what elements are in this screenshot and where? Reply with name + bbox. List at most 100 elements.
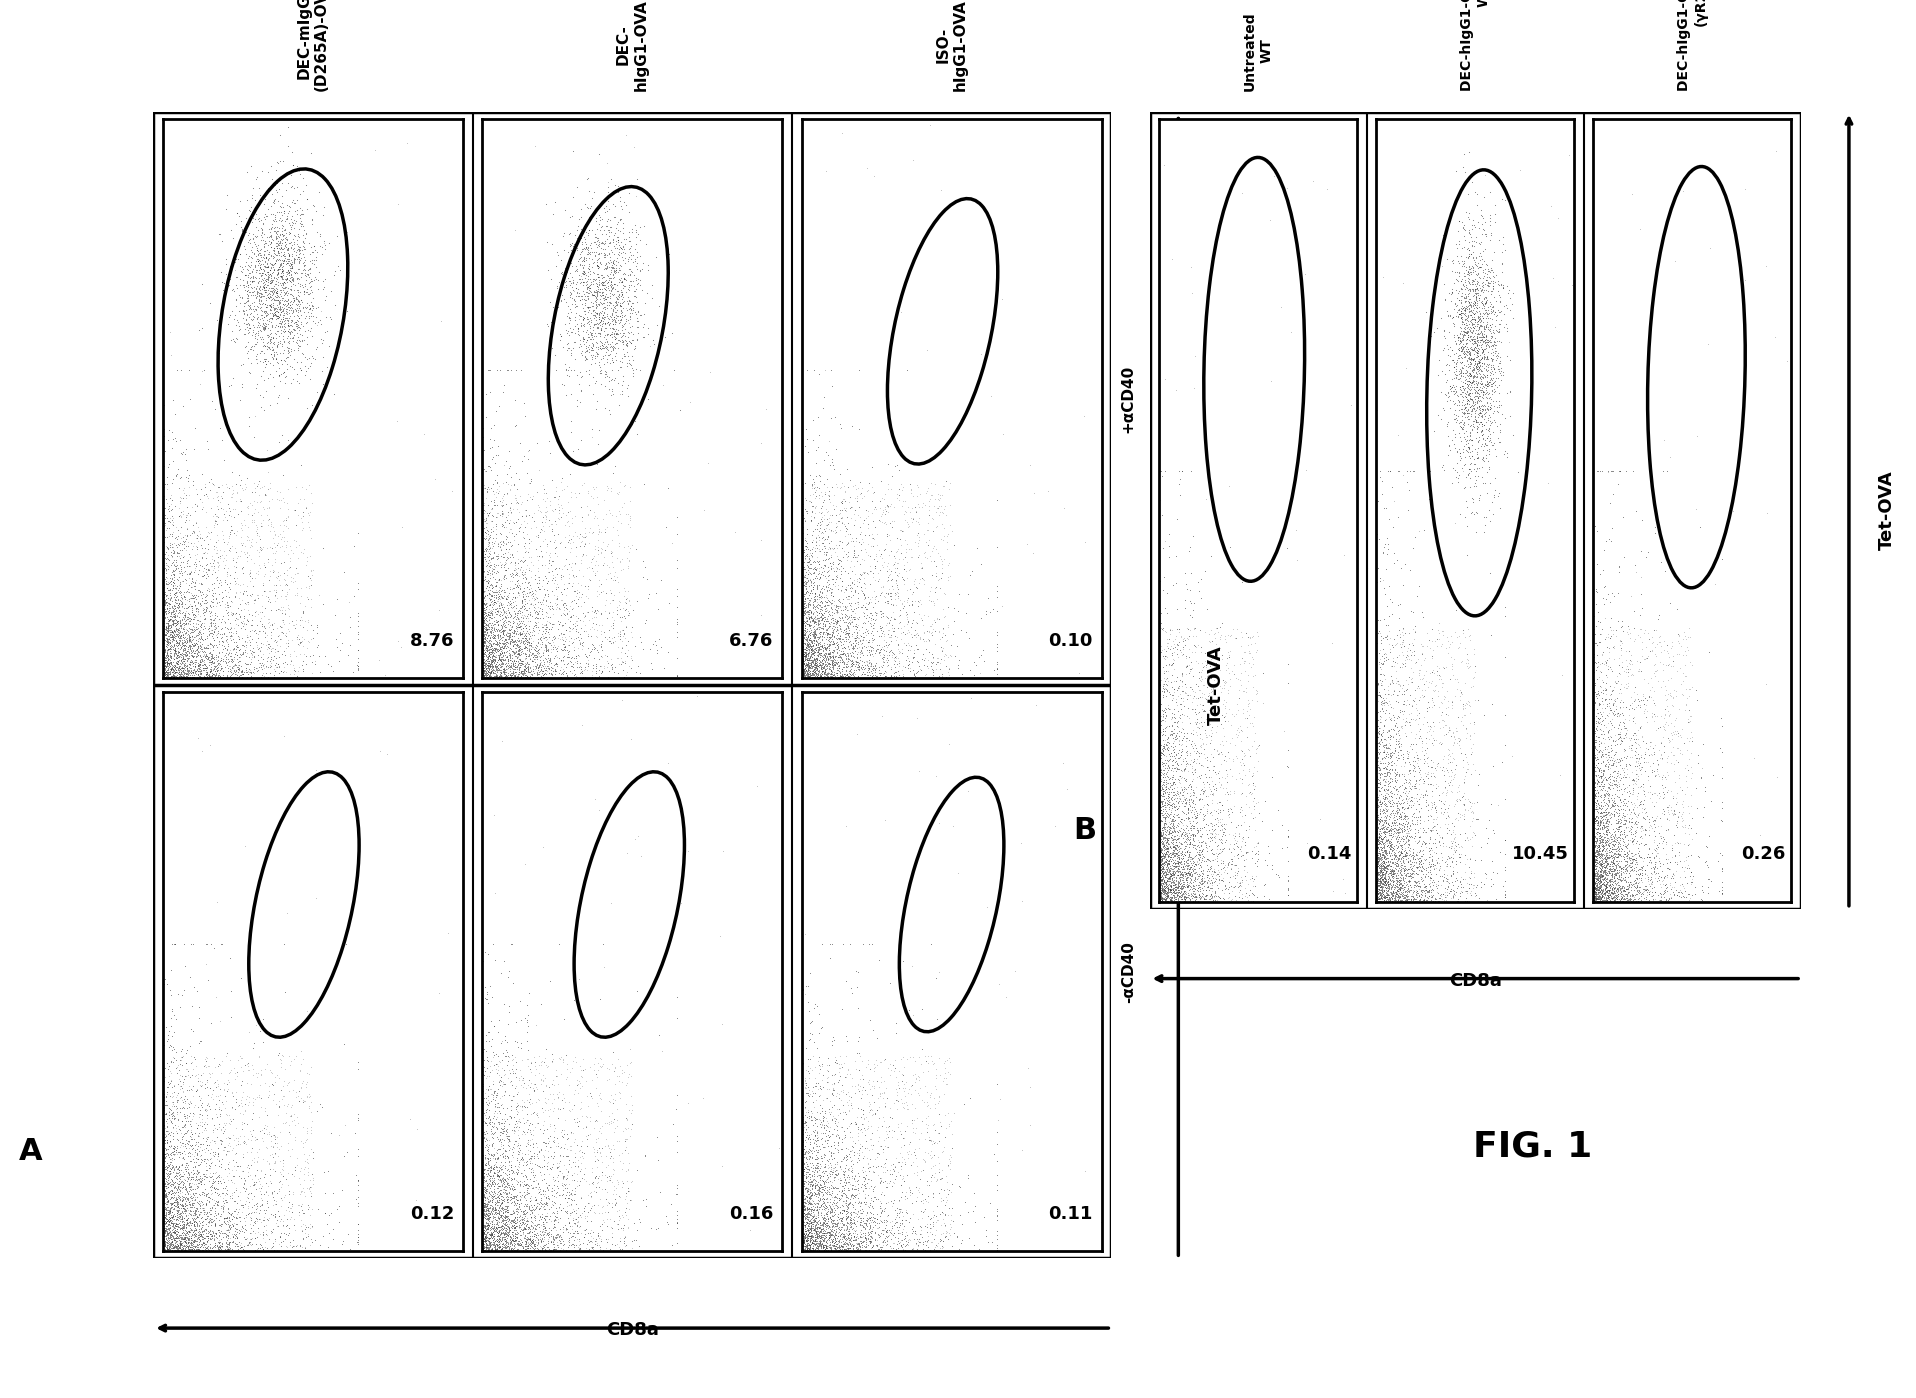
Point xyxy=(832,1117,862,1139)
Point xyxy=(475,635,506,657)
Point xyxy=(577,1156,607,1179)
Point xyxy=(149,667,180,689)
Point xyxy=(479,1215,510,1237)
Point xyxy=(171,1226,201,1248)
Point xyxy=(1144,763,1175,786)
Point xyxy=(789,665,820,688)
Point xyxy=(1481,319,1512,341)
Point xyxy=(475,1225,506,1247)
Point xyxy=(176,1239,207,1261)
Point xyxy=(1479,330,1510,352)
Point xyxy=(1462,345,1493,368)
Point xyxy=(529,1208,559,1230)
Point xyxy=(1360,863,1391,885)
Point xyxy=(556,605,586,628)
Point xyxy=(556,1184,586,1206)
Point xyxy=(809,644,839,667)
Point xyxy=(1460,426,1491,449)
Point xyxy=(149,604,180,626)
Point xyxy=(163,661,194,684)
Point xyxy=(1602,774,1632,797)
Point xyxy=(818,1156,849,1179)
Point xyxy=(513,584,544,607)
Point xyxy=(1380,882,1410,905)
Point xyxy=(180,650,211,672)
Point xyxy=(151,636,182,658)
Point xyxy=(1600,670,1631,692)
Point xyxy=(1458,348,1489,370)
Point xyxy=(1600,850,1631,872)
Point xyxy=(1466,358,1496,380)
Point xyxy=(1657,867,1688,889)
Point xyxy=(226,517,257,540)
Point xyxy=(1163,685,1194,707)
Point xyxy=(469,584,500,607)
Point xyxy=(151,1237,182,1260)
Point xyxy=(1579,808,1609,830)
Point xyxy=(1161,846,1192,868)
Point xyxy=(843,1187,874,1209)
Point xyxy=(157,535,188,558)
Point xyxy=(498,1137,529,1159)
Point xyxy=(1460,281,1491,303)
Point xyxy=(1397,844,1427,867)
Point xyxy=(510,505,540,527)
Point xyxy=(469,1226,500,1248)
Point xyxy=(471,1197,502,1219)
Point xyxy=(159,565,190,587)
Point xyxy=(489,632,519,654)
Point xyxy=(502,642,533,664)
Point xyxy=(592,607,623,629)
Point xyxy=(924,1089,954,1111)
Point xyxy=(155,1220,186,1243)
Point xyxy=(895,1083,925,1106)
Point xyxy=(1366,849,1397,871)
Point xyxy=(1368,693,1399,716)
Point xyxy=(901,1071,931,1093)
Point xyxy=(477,651,508,674)
Point xyxy=(1585,836,1615,858)
Point xyxy=(812,643,843,665)
Point xyxy=(1167,717,1198,740)
Point xyxy=(1627,797,1657,819)
Point xyxy=(284,299,314,322)
Point xyxy=(297,208,328,231)
Point xyxy=(220,473,251,495)
Point xyxy=(803,1176,833,1198)
Point xyxy=(1144,814,1175,836)
Point xyxy=(954,658,985,681)
Point xyxy=(257,270,287,292)
Point xyxy=(1391,471,1422,493)
Point xyxy=(167,1170,197,1192)
Point xyxy=(241,373,272,396)
Point xyxy=(874,610,904,632)
Point xyxy=(1372,674,1403,696)
Point xyxy=(1144,826,1175,849)
Point xyxy=(268,305,299,327)
Point xyxy=(1370,816,1401,839)
Point xyxy=(795,663,826,685)
Point xyxy=(492,1240,523,1262)
Point xyxy=(853,1167,883,1190)
Point xyxy=(1606,844,1636,867)
Point xyxy=(573,649,604,671)
Point xyxy=(847,661,878,684)
Point xyxy=(542,1223,573,1246)
Point xyxy=(1596,877,1627,899)
Point xyxy=(469,1179,500,1201)
Point xyxy=(1148,644,1178,667)
Point xyxy=(1401,822,1431,844)
Point xyxy=(1686,756,1717,779)
Point xyxy=(240,1211,270,1233)
Point xyxy=(803,1183,833,1205)
Point xyxy=(1450,383,1481,405)
Point xyxy=(1155,809,1186,832)
Point xyxy=(1167,863,1198,885)
Point xyxy=(793,1163,824,1186)
Point xyxy=(167,1190,197,1212)
Point xyxy=(477,663,508,685)
Point xyxy=(1416,858,1447,881)
Point xyxy=(477,632,508,654)
Point xyxy=(1165,734,1196,756)
Point xyxy=(1163,677,1194,699)
